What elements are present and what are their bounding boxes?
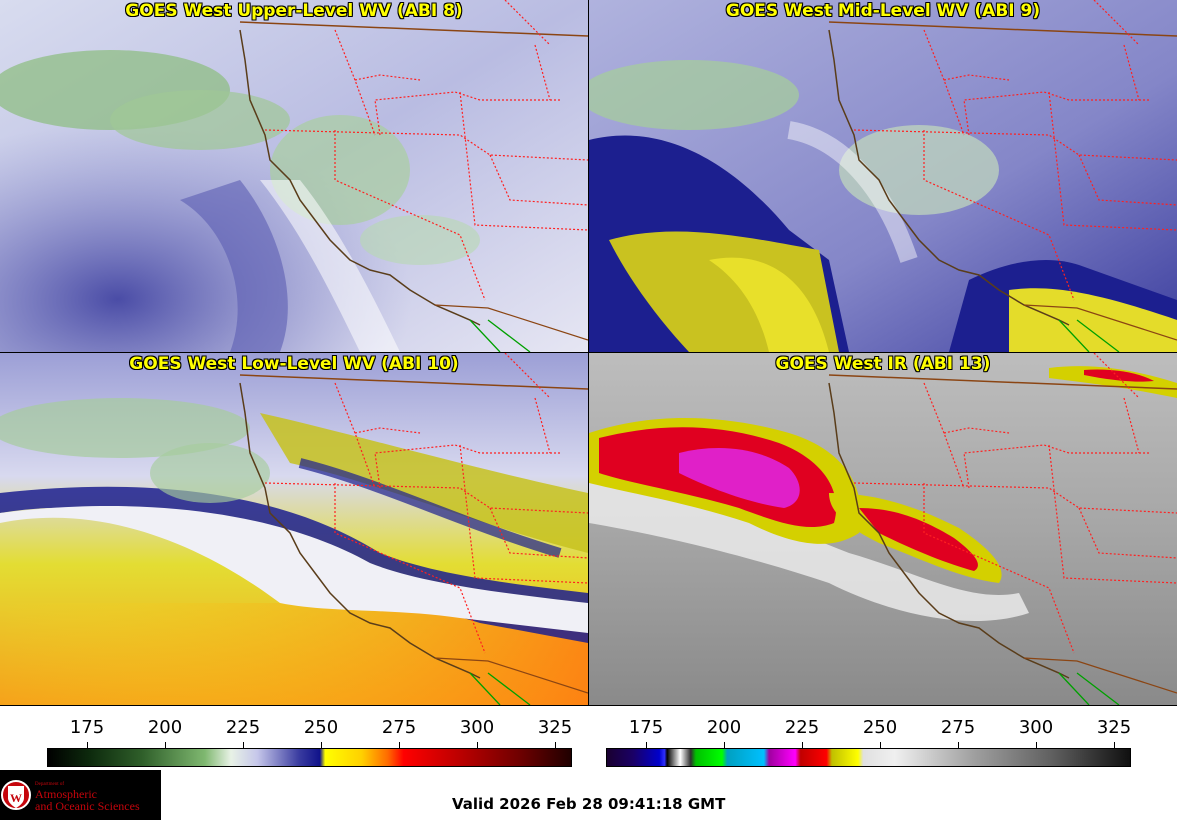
wv-tick — [87, 742, 88, 748]
valid-time: Valid 2026 Feb 28 09:41:18 GMT — [452, 795, 726, 813]
ir-tick-label: 300 — [1018, 717, 1054, 738]
ir-tick-label: 250 — [862, 717, 898, 738]
ir-tick — [1114, 742, 1115, 748]
wv-tick — [243, 742, 244, 748]
aos-logo: W Department of Atmospheric and Oceanic … — [0, 770, 161, 820]
ir-title: GOES West IR (ABI 13) — [775, 354, 991, 374]
logo-department: Department of — [35, 782, 65, 787]
ir-image — [589, 353, 1177, 705]
ir-panel: GOES West IR (ABI 13) — [589, 353, 1177, 705]
ir-tick — [802, 742, 803, 748]
upper-level-wv-panel: GOES West Upper-Level WV (ABI 8) — [0, 0, 588, 352]
bottom-divider — [0, 705, 1177, 706]
mid-level-wv-image — [589, 0, 1177, 352]
horizontal-divider — [0, 352, 1177, 353]
wv-tick — [165, 742, 166, 748]
wv-colorbar — [47, 748, 572, 767]
low-level-wv-panel: GOES West Low-Level WV (ABI 10) — [0, 353, 588, 705]
low-level-wv-image — [0, 353, 588, 705]
wv-tick-label: 300 — [459, 717, 495, 738]
wv-tick-label: 275 — [381, 717, 417, 738]
ir-tick — [724, 742, 725, 748]
ir-tick-label: 275 — [940, 717, 976, 738]
ir-tick — [646, 742, 647, 748]
ir-colorbar — [606, 748, 1131, 767]
logo-line1: Atmospheric — [35, 787, 97, 801]
logo-line2: and Oceanic Sciences — [35, 799, 140, 813]
svg-text:W: W — [10, 791, 22, 805]
uw-crest-icon: W — [1, 780, 31, 810]
wv-colorbar-ticks — [0, 742, 588, 749]
wv-tick-label: 200 — [147, 717, 183, 738]
wv-tick-label: 175 — [69, 717, 105, 738]
wv-tick — [555, 742, 556, 748]
ir-tick — [1036, 742, 1037, 748]
upper-level-wv-title: GOES West Upper-Level WV (ABI 8) — [125, 1, 463, 21]
ir-tick — [958, 742, 959, 748]
mid-level-wv-title: GOES West Mid-Level WV (ABI 9) — [725, 1, 1041, 21]
ir-tick-label: 200 — [706, 717, 742, 738]
wv-tick-label: 225 — [225, 717, 261, 738]
upper-level-wv-image — [0, 0, 588, 352]
ir-tick-label: 325 — [1096, 717, 1132, 738]
ir-tick-label: 175 — [628, 717, 664, 738]
low-level-wv-title: GOES West Low-Level WV (ABI 10) — [129, 354, 459, 374]
wv-tick — [399, 742, 400, 748]
mid-level-wv-panel: GOES West Mid-Level WV (ABI 9) — [589, 0, 1177, 352]
wv-tick-label: 325 — [537, 717, 573, 738]
logo-text: Department of Atmospheric and Oceanic Sc… — [35, 782, 140, 812]
wv-tick — [321, 742, 322, 748]
wv-tick — [477, 742, 478, 748]
ir-tick-label: 225 — [784, 717, 820, 738]
ir-tick — [880, 742, 881, 748]
ir-colorbar-ticks — [0, 742, 1177, 749]
wv-tick-label: 250 — [303, 717, 339, 738]
